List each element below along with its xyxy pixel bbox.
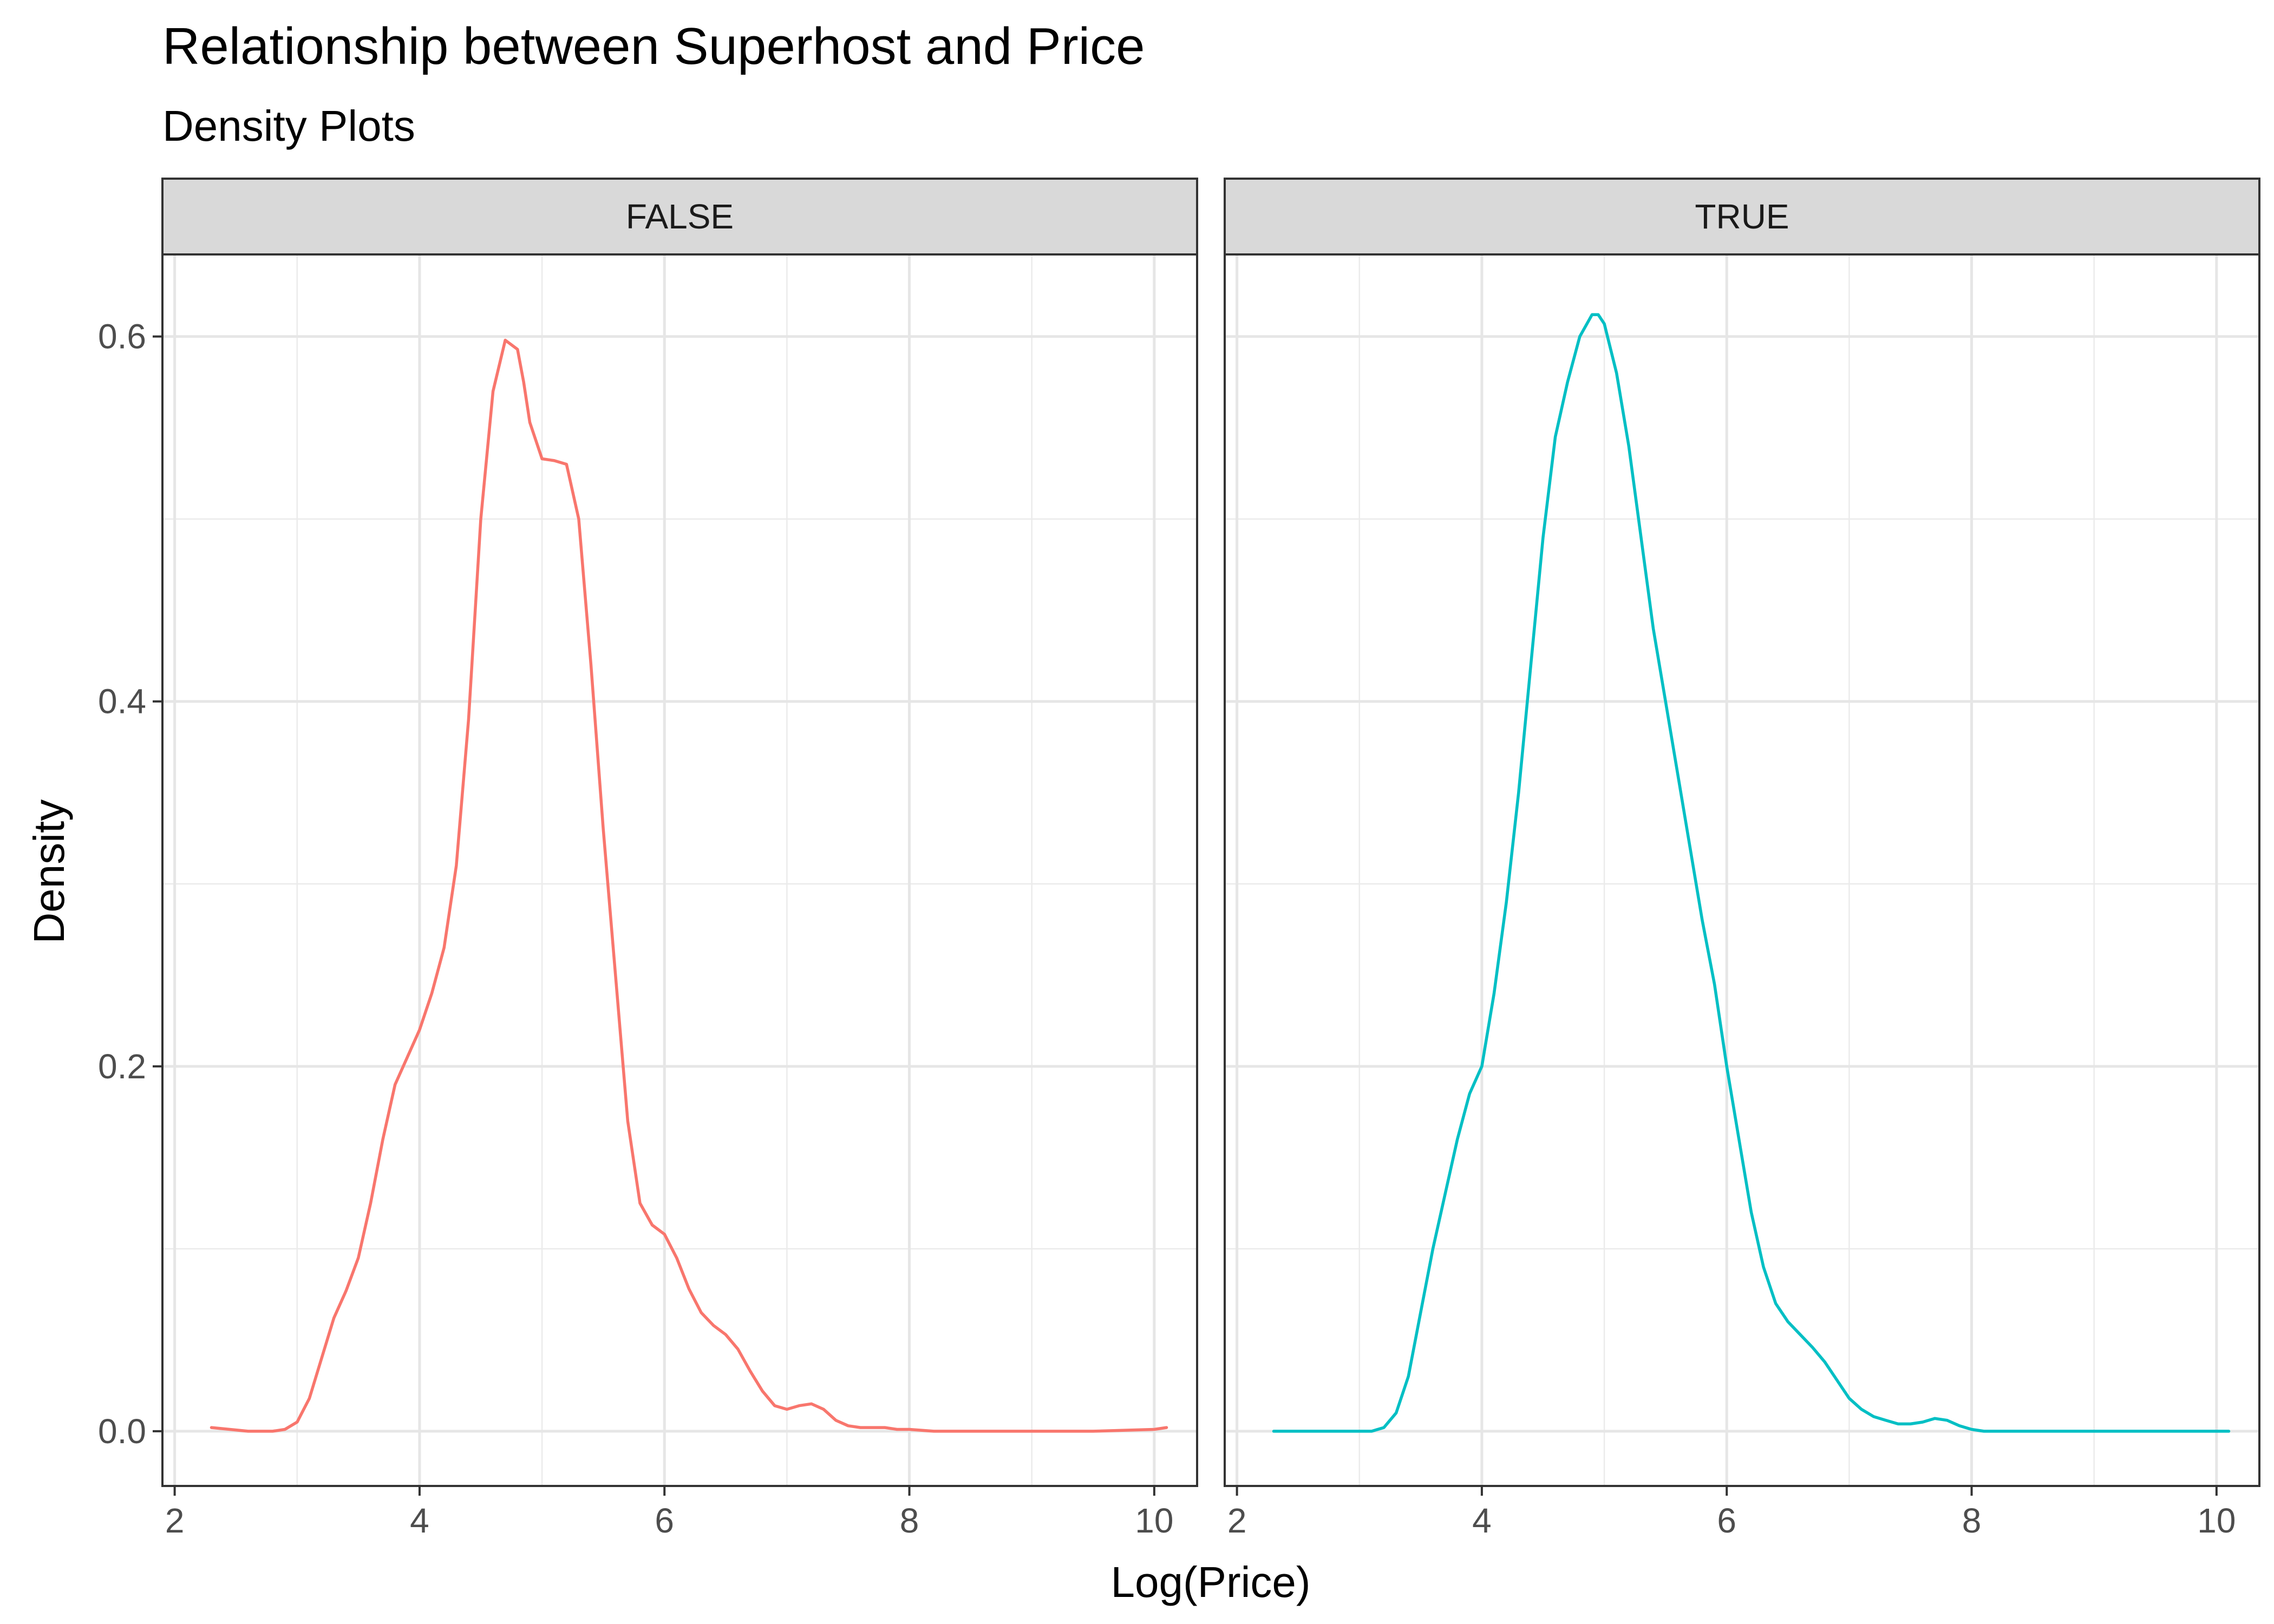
x-tick-label: 10 (2197, 1501, 2236, 1540)
chart-subtitle: Density Plots (162, 102, 415, 150)
plot-panel-background (162, 254, 1197, 1486)
x-tick-label: 6 (655, 1501, 674, 1540)
x-tick-label: 4 (410, 1501, 429, 1540)
y-tick-label: 0.6 (98, 317, 146, 356)
x-tick-label: 4 (1472, 1501, 1492, 1540)
chart-title: Relationship between Superhost and Price (162, 17, 1145, 75)
x-axis-title: Log(Price) (1110, 1558, 1310, 1606)
facet-strip-label: TRUE (1695, 197, 1789, 236)
x-tick-label: 6 (1717, 1501, 1736, 1540)
y-tick-label: 0.0 (98, 1412, 146, 1451)
x-tick-label: 2 (1227, 1501, 1247, 1540)
x-tick-label: 8 (900, 1501, 919, 1540)
x-tick-label: 2 (165, 1501, 185, 1540)
y-tick-label: 0.4 (98, 682, 146, 721)
plot-panel-border (161, 253, 1198, 1487)
facet-panels: FALSE 2 4 6 8 10 0.0 0.2 0.4 0.6 TRUE 2 4 6 8 10 (98, 178, 2260, 1540)
density-line-true (1272, 313, 2231, 1433)
x-tick-label: 10 (1135, 1501, 1173, 1540)
facet-panel-true: TRUE 2 4 6 8 10 (1224, 178, 2260, 1540)
plot-panel-background (1225, 254, 2259, 1486)
y-tick-label: 0.2 (98, 1047, 146, 1086)
facet-strip-label: FALSE (626, 197, 734, 236)
x-tick-label: 8 (1962, 1501, 1982, 1540)
facet-panel-false: FALSE 2 4 6 8 10 0.0 0.2 0.4 0.6 (98, 178, 1198, 1540)
facet-strip (161, 178, 1198, 256)
plot-panel-border (1224, 253, 2260, 1487)
y-axis-title: Density (25, 800, 73, 944)
density-line-false (210, 338, 1168, 1433)
